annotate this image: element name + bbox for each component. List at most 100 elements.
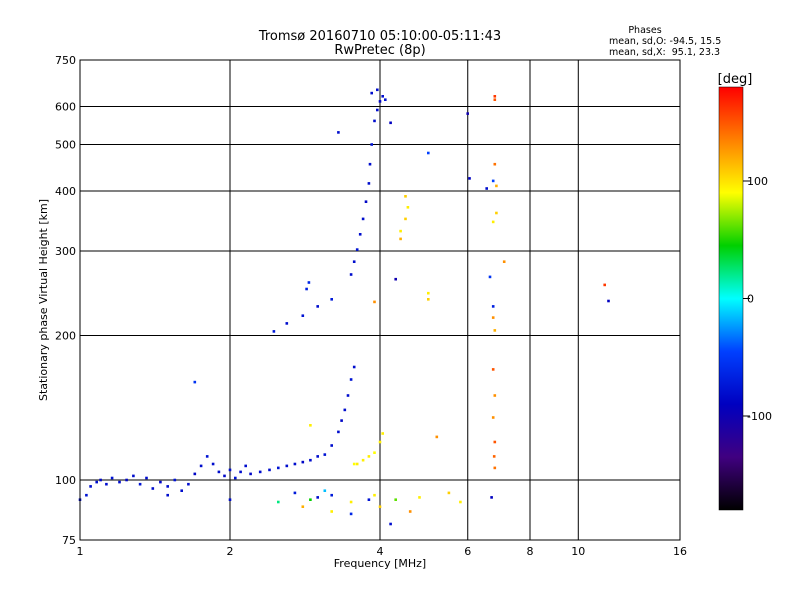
data-point xyxy=(376,88,379,92)
data-point xyxy=(381,432,384,435)
data-point xyxy=(394,277,397,281)
data-point xyxy=(603,283,606,287)
data-point xyxy=(384,98,387,101)
data-point xyxy=(404,217,407,221)
phase-heading: Phases xyxy=(628,25,661,36)
data-point xyxy=(166,493,169,497)
data-point xyxy=(370,143,373,146)
data-point xyxy=(166,485,169,488)
data-point xyxy=(330,298,333,301)
data-point xyxy=(389,121,392,125)
data-point xyxy=(378,440,382,444)
data-point xyxy=(349,273,353,276)
colorbar-label: [deg] xyxy=(718,72,753,87)
colorbar-ticks: 100 0 -100 xyxy=(743,175,772,423)
data-point xyxy=(330,444,333,447)
data-point xyxy=(355,462,359,466)
data-point xyxy=(389,522,392,526)
data-point xyxy=(368,162,372,166)
colorbar-tick-label: 100 xyxy=(747,175,768,188)
data-point xyxy=(187,482,190,486)
data-point xyxy=(349,378,353,381)
data-point xyxy=(491,305,495,308)
data-point xyxy=(277,466,280,470)
data-point xyxy=(249,472,252,476)
data-point xyxy=(239,470,242,474)
data-point xyxy=(85,493,88,497)
data-point xyxy=(95,480,98,484)
data-point xyxy=(447,491,451,495)
data-point xyxy=(364,200,368,203)
x-tick-label: 6 xyxy=(464,545,471,558)
phase-mean-x: mean, sd,X: 95.1, 23.3 xyxy=(609,47,720,58)
y-axis-label: Stationary phase Virtual Height [km] xyxy=(37,199,50,401)
data-point xyxy=(394,498,397,501)
data-point xyxy=(132,474,135,478)
y-tick-label: 400 xyxy=(55,185,76,198)
data-point xyxy=(205,455,209,458)
data-point xyxy=(491,368,495,371)
data-point xyxy=(301,460,305,464)
data-point xyxy=(330,493,333,497)
data-point xyxy=(309,458,312,462)
data-point xyxy=(408,510,412,513)
data-point xyxy=(323,453,327,456)
data-point xyxy=(376,108,379,112)
data-point xyxy=(381,95,384,98)
x-axis-ticks: 1 2 4 6 8 10 16 xyxy=(77,545,688,558)
data-point xyxy=(145,476,148,480)
chart-title-line1: Tromsø 20160710 05:10:00-05:11:43 xyxy=(258,29,501,44)
data-point xyxy=(118,480,121,484)
colorbar-tick-label: 0 xyxy=(747,293,754,306)
data-point xyxy=(228,468,232,472)
data-point xyxy=(493,95,497,98)
data-point xyxy=(490,496,493,499)
data-point xyxy=(285,464,289,468)
data-point xyxy=(404,195,407,198)
data-point xyxy=(491,316,495,319)
y-tick-label: 600 xyxy=(55,101,76,114)
data-point xyxy=(330,510,333,513)
data-point xyxy=(418,496,421,499)
data-point xyxy=(244,464,247,468)
x-tick-label: 2 xyxy=(227,545,234,558)
data-point xyxy=(180,489,183,492)
data-point xyxy=(173,478,177,482)
data-point xyxy=(316,305,319,308)
y-axis-ticks: 75 100 200 300 400 500 600 750 xyxy=(55,54,76,547)
data-point xyxy=(293,462,297,466)
data-point xyxy=(373,451,376,454)
data-point xyxy=(352,365,356,369)
data-point xyxy=(355,248,359,251)
data-point xyxy=(99,478,102,482)
data-point xyxy=(491,416,495,419)
data-point xyxy=(301,314,305,317)
data-point xyxy=(293,491,297,495)
data-point xyxy=(466,112,469,115)
data-point xyxy=(367,498,371,501)
data-point xyxy=(346,394,350,397)
colorbar-tick-label: -100 xyxy=(747,410,772,423)
data-point xyxy=(427,291,430,295)
data-point xyxy=(427,298,430,301)
phase-mean-o: mean, sd,O: -94.5, 15.5 xyxy=(609,36,721,47)
data-point xyxy=(435,435,439,439)
data-point xyxy=(268,468,271,472)
data-point xyxy=(193,380,197,384)
data-point xyxy=(491,179,495,183)
y-tick-label: 75 xyxy=(62,534,76,547)
data-point xyxy=(305,287,308,291)
data-point xyxy=(349,500,353,504)
data-point xyxy=(337,131,340,134)
data-point xyxy=(373,300,376,304)
data-point xyxy=(343,408,347,412)
data-point xyxy=(309,424,312,427)
data-point xyxy=(316,455,319,458)
data-point xyxy=(358,233,362,236)
y-tick-label: 750 xyxy=(55,54,76,67)
x-tick-label: 4 xyxy=(377,545,384,558)
data-point xyxy=(285,322,289,325)
grid-lines xyxy=(80,60,680,540)
data-point xyxy=(493,98,497,101)
data-point xyxy=(228,498,232,501)
